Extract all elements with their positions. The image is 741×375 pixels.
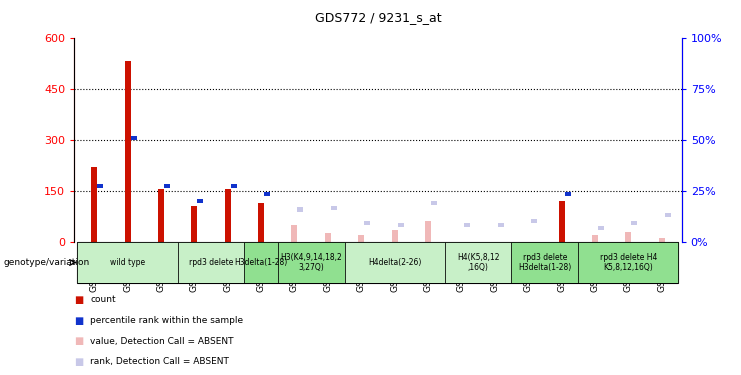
Text: GDS772 / 9231_s_at: GDS772 / 9231_s_at [315, 11, 441, 24]
Text: ■: ■ [74, 357, 83, 367]
Bar [358, 235, 365, 242]
Bar [565, 192, 571, 196]
Bar [511, 242, 578, 283]
Bar [291, 225, 297, 242]
Text: ■: ■ [74, 295, 83, 305]
Bar [391, 230, 398, 242]
Bar [498, 223, 504, 227]
Text: H3(K4,9,14,18,2
3,27Q): H3(K4,9,14,18,2 3,27Q) [280, 253, 342, 272]
Bar [124, 62, 130, 242]
Text: percentile rank within the sample: percentile rank within the sample [90, 316, 244, 325]
Bar [130, 136, 136, 140]
Bar [578, 242, 678, 283]
Bar [592, 235, 598, 242]
Bar [631, 221, 637, 225]
Bar [297, 207, 304, 212]
Bar [245, 242, 278, 283]
Bar [531, 219, 537, 224]
Bar [230, 184, 236, 188]
Text: genotype/variation: genotype/variation [4, 258, 90, 267]
Bar [445, 242, 511, 283]
Text: rpd3 delete: rpd3 delete [189, 258, 233, 267]
Bar [665, 213, 671, 217]
Text: value, Detection Call = ABSENT: value, Detection Call = ABSENT [90, 337, 234, 346]
Bar [91, 167, 97, 242]
Bar [659, 238, 665, 242]
Bar [598, 226, 604, 230]
Bar [325, 233, 330, 242]
Bar [465, 223, 471, 227]
Bar [425, 221, 431, 242]
Bar [264, 192, 270, 196]
Bar [431, 201, 437, 205]
Bar [191, 206, 197, 242]
Bar [365, 221, 370, 225]
Bar [97, 184, 103, 188]
Bar [559, 201, 565, 242]
Bar [625, 232, 631, 242]
Text: ■: ■ [74, 336, 83, 346]
Text: count: count [90, 296, 116, 304]
Bar [345, 242, 445, 283]
Text: H4(K5,8,12
,16Q): H4(K5,8,12 ,16Q) [456, 253, 499, 272]
Bar [330, 206, 337, 210]
Text: H4delta(2-26): H4delta(2-26) [368, 258, 422, 267]
Bar [178, 242, 245, 283]
Bar [398, 223, 404, 227]
Text: rank, Detection Call = ABSENT: rank, Detection Call = ABSENT [90, 357, 229, 366]
Bar [278, 242, 345, 283]
Bar [158, 189, 164, 242]
Text: rpd3 delete
H3delta(1-28): rpd3 delete H3delta(1-28) [518, 253, 571, 272]
Bar [258, 203, 264, 242]
Bar [197, 199, 203, 203]
Bar [164, 184, 170, 188]
Bar [225, 189, 230, 242]
Text: H3delta(1-28): H3delta(1-28) [234, 258, 288, 267]
Bar [78, 242, 178, 283]
Text: wild type: wild type [110, 258, 145, 267]
Text: rpd3 delete H4
K5,8,12,16Q): rpd3 delete H4 K5,8,12,16Q) [599, 253, 657, 272]
Text: ■: ■ [74, 316, 83, 326]
